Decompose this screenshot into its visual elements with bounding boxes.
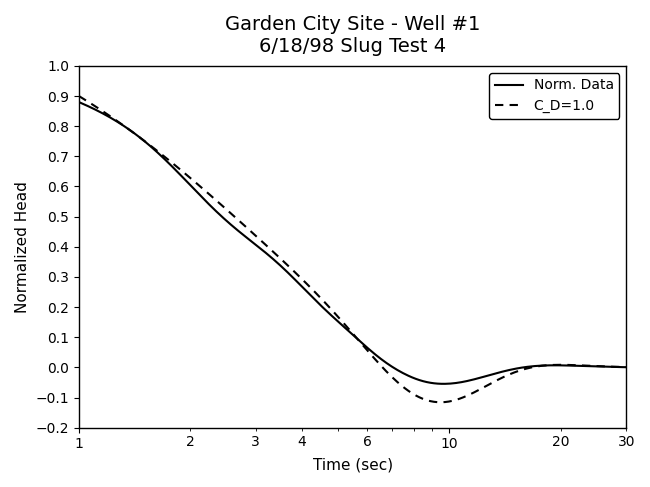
Title: Garden City Site - Well #1
6/18/98 Slug Test 4: Garden City Site - Well #1 6/18/98 Slug … bbox=[225, 15, 480, 56]
X-axis label: Time (sec): Time (sec) bbox=[313, 457, 393, 472]
Norm. Data bbox=[410, 375, 418, 381]
C_D=1.0 bbox=[437, 399, 445, 405]
Norm. Data bbox=[401, 371, 409, 377]
C_D=1.0 bbox=[399, 384, 407, 390]
Line: C_D=1.0: C_D=1.0 bbox=[79, 96, 626, 402]
Norm. Data bbox=[538, 363, 546, 369]
C_D=1.0 bbox=[538, 363, 546, 369]
Norm. Data bbox=[399, 370, 407, 376]
C_D=1.0 bbox=[622, 364, 630, 370]
Norm. Data bbox=[439, 381, 447, 387]
Line: Norm. Data: Norm. Data bbox=[79, 102, 626, 384]
C_D=1.0 bbox=[75, 93, 83, 99]
Norm. Data bbox=[622, 364, 630, 370]
Norm. Data bbox=[75, 99, 83, 105]
C_D=1.0 bbox=[410, 392, 418, 397]
Legend: Norm. Data, C_D=1.0: Norm. Data, C_D=1.0 bbox=[489, 73, 619, 119]
C_D=1.0 bbox=[77, 94, 85, 100]
Norm. Data bbox=[77, 100, 85, 106]
C_D=1.0 bbox=[573, 362, 580, 368]
C_D=1.0 bbox=[401, 385, 409, 391]
Y-axis label: Normalized Head: Normalized Head bbox=[15, 181, 30, 313]
Norm. Data bbox=[573, 363, 580, 369]
